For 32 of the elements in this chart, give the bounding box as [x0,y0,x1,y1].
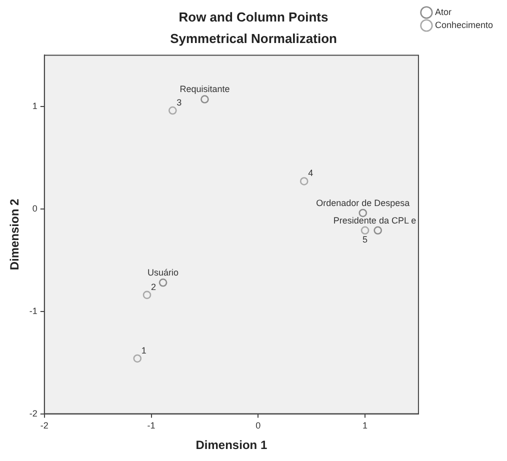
point [133,354,142,363]
annotation: Ordenador de Despesa [316,198,410,208]
annotation: Usuário [148,268,179,278]
y-axis-title: Dimension 2 [8,198,22,270]
annotation: Requisitante [180,84,230,94]
y-tick-label: -1 [29,306,38,316]
point [142,290,152,300]
annotation: 4 [308,168,314,178]
y-tick-label: 0 [32,203,38,214]
y-tick-label: -2 [29,408,38,418]
point [358,208,368,218]
x-tick-label: -1 [147,420,156,431]
annotation: 2 [151,282,156,292]
point [200,95,209,104]
x-tick-label: -2 [40,420,48,431]
point [360,226,370,235]
y-tick-label: 1 [32,100,38,111]
x-tick-label: 1 [362,420,368,431]
x-tick-label: 0 [256,420,261,431]
legend-label: Ator [434,6,452,17]
point [374,226,382,235]
legend-label: Conhecimento [434,20,494,30]
chart-title: Row and Column Points [178,9,328,24]
chart-subtitle: Symmetrical Normalization [170,30,337,46]
point [168,106,177,115]
annotation: Presidente da CPL e [333,215,416,226]
point [158,278,168,287]
annotation: 3 [176,98,182,108]
annotation: 1 [141,345,146,356]
point [300,177,308,186]
annotation: 5 [362,234,368,244]
x-axis-title: Dimension 1 [196,438,268,452]
